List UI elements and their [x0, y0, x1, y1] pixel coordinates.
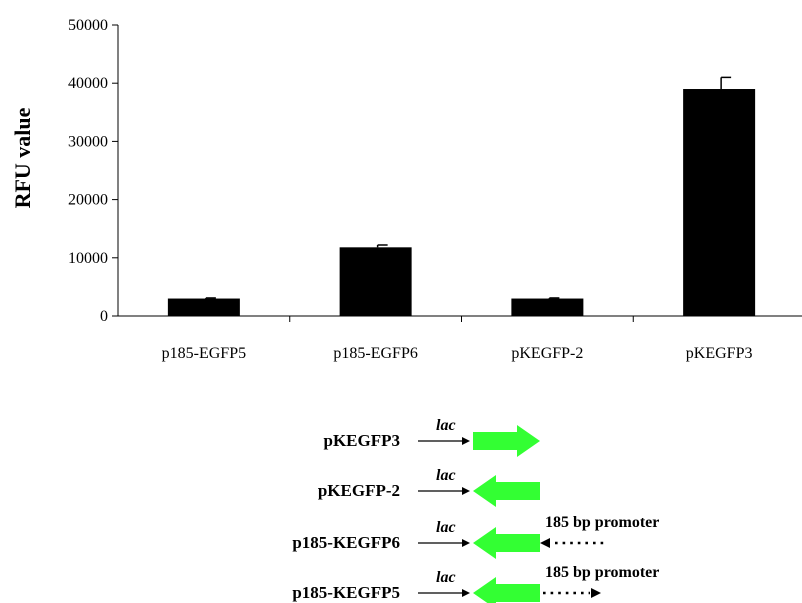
bar-chart: RFU value 0 10000 20000 30000 40000 50000 p18… — [10, 17, 802, 362]
bar — [167, 298, 240, 316]
y-tick-label: 50000 — [68, 17, 108, 34]
y-tick-label: 40000 — [68, 75, 108, 92]
lac-arrow-head — [462, 589, 470, 597]
lac-arrow-head — [462, 437, 470, 445]
x-tick-label: pKEGFP3 — [686, 345, 753, 362]
construct-row: p185-KEGFP6 lac 185 bp promoter — [292, 514, 659, 559]
construct-name: p185-KEGFP6 — [292, 533, 400, 552]
lac-arrow-head — [462, 487, 470, 495]
y-tick-label: 20000 — [68, 192, 108, 209]
construct-diagram: pKEGFP3 lac pKEGFP-2 lac p185-KEGFP6 lac 185 b… — [292, 417, 659, 603]
construct-row: pKEGFP-2 lac — [318, 467, 540, 507]
x-ticks — [289, 316, 634, 322]
y-tick-label: 0 — [100, 308, 108, 325]
bars — [167, 89, 756, 317]
y-ticks: 0 10000 20000 30000 40000 50000 — [68, 17, 118, 325]
construct-name: p185-KEGFP5 — [292, 583, 400, 602]
promoter-label: 185 bp promoter — [545, 564, 659, 581]
lac-label: lac — [436, 417, 456, 434]
x-tick-label: pKEGFP-2 — [511, 345, 583, 362]
lac-label: lac — [436, 569, 456, 586]
bar — [339, 247, 412, 316]
x-tick-label: p185-EGFP6 — [333, 345, 417, 362]
egfp-block-arrow — [473, 425, 540, 457]
x-tick-labels: p185-EGFP5 p185-EGFP6 pKEGFP-2 pKEGFP3 — [162, 345, 753, 362]
construct-row: pKEGFP3 lac — [323, 417, 540, 457]
y-axis-label: RFU value — [10, 107, 35, 208]
lac-label: lac — [436, 519, 456, 536]
bar — [511, 298, 584, 316]
y-tick-label: 30000 — [68, 133, 108, 150]
construct-name: pKEGFP-2 — [318, 481, 400, 500]
egfp-block-arrow — [473, 527, 540, 559]
construct-row: p185-KEGFP5 lac 185 bp promoter — [292, 564, 659, 603]
bar — [683, 89, 756, 317]
y-tick-label: 10000 — [68, 250, 108, 267]
promoter-arrow-head — [540, 538, 550, 548]
lac-label: lac — [436, 467, 456, 484]
promoter-label: 185 bp promoter — [545, 514, 659, 531]
lac-arrow-head — [462, 539, 470, 547]
egfp-block-arrow — [473, 475, 540, 507]
promoter-arrow-head — [591, 588, 601, 598]
x-tick-label: p185-EGFP5 — [162, 345, 246, 362]
error-bars — [205, 76, 732, 299]
construct-name: pKEGFP3 — [323, 431, 400, 450]
egfp-block-arrow — [473, 577, 540, 603]
